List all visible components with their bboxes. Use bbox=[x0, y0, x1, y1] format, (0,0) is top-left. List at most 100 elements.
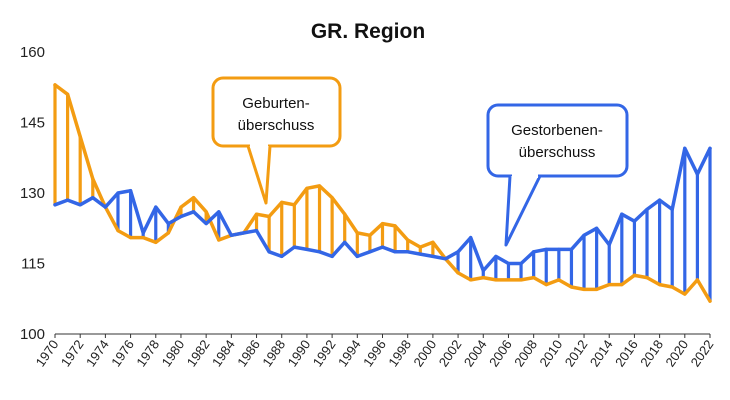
births-point bbox=[670, 285, 674, 289]
deaths-point bbox=[569, 247, 574, 251]
y-tick-label: 145 bbox=[20, 115, 45, 132]
births-point bbox=[683, 292, 687, 296]
x-tick-label: 2010 bbox=[536, 337, 565, 369]
x-tick-label: 1986 bbox=[234, 337, 263, 369]
deaths-point bbox=[456, 250, 460, 254]
births-point bbox=[154, 240, 158, 244]
births-point bbox=[65, 92, 70, 96]
deaths-point bbox=[708, 146, 712, 150]
deaths-point bbox=[343, 240, 347, 244]
deaths-point bbox=[632, 219, 637, 223]
deaths-point bbox=[154, 205, 158, 209]
x-tick-label: 1998 bbox=[385, 337, 414, 369]
births-point bbox=[544, 283, 548, 287]
deaths-point bbox=[418, 252, 422, 256]
deaths-point bbox=[191, 210, 196, 214]
births-point bbox=[292, 203, 296, 207]
births-point bbox=[506, 278, 511, 282]
births-point bbox=[380, 221, 385, 226]
deaths-point bbox=[506, 261, 511, 266]
deaths-point bbox=[254, 229, 259, 233]
deaths-point bbox=[658, 198, 662, 202]
deaths-point bbox=[128, 189, 133, 193]
deaths-point bbox=[204, 221, 208, 226]
deaths-point bbox=[443, 257, 448, 261]
x-tick-label: 1980 bbox=[159, 337, 188, 369]
callout-text-line: überschuss bbox=[238, 117, 315, 134]
callout-pointer bbox=[504, 175, 542, 247]
deaths-point bbox=[645, 207, 649, 212]
x-tick-label: 1972 bbox=[58, 337, 87, 369]
series-lines bbox=[53, 83, 712, 303]
births-point bbox=[330, 196, 334, 200]
x-tick-label: 2012 bbox=[562, 337, 591, 369]
deaths-point bbox=[469, 236, 473, 240]
deaths-point bbox=[544, 247, 548, 251]
callout-text-line: überschuss bbox=[519, 144, 596, 161]
x-tick-label: 2016 bbox=[612, 337, 641, 369]
callout-death-surplus: Gestorbenen-überschuss bbox=[486, 103, 629, 247]
deaths-point bbox=[217, 210, 221, 214]
callout-text-line: Gestorbenen- bbox=[511, 122, 603, 139]
x-tick-label: 1984 bbox=[209, 337, 238, 369]
deaths-point bbox=[620, 212, 624, 216]
callout-text-line: Geburten- bbox=[242, 95, 310, 112]
x-tick-label: 1978 bbox=[133, 337, 162, 369]
births-point bbox=[166, 231, 170, 235]
deaths-point bbox=[53, 203, 57, 207]
births-point bbox=[128, 236, 133, 240]
deaths-point bbox=[380, 245, 385, 249]
callout-box bbox=[211, 76, 342, 148]
births-point bbox=[179, 205, 183, 209]
deaths-point bbox=[670, 207, 674, 212]
deaths-point bbox=[141, 231, 145, 235]
deaths-point bbox=[494, 254, 498, 259]
x-tick-label: 2008 bbox=[511, 337, 540, 369]
births-point bbox=[217, 238, 221, 242]
deaths-point bbox=[91, 196, 95, 200]
births-point bbox=[695, 278, 700, 282]
x-tick-label: 1988 bbox=[259, 337, 288, 369]
births-point bbox=[393, 224, 397, 228]
deaths-point bbox=[607, 243, 611, 247]
births-point bbox=[557, 278, 561, 282]
deaths-point bbox=[317, 250, 322, 254]
births-point bbox=[645, 276, 649, 280]
x-tick-label: 2002 bbox=[436, 337, 465, 369]
births-point bbox=[191, 196, 196, 200]
deaths-point bbox=[166, 221, 170, 226]
deaths-point bbox=[229, 233, 233, 237]
x-tick-label: 1982 bbox=[184, 337, 213, 369]
births-point bbox=[91, 177, 95, 181]
deaths-point bbox=[280, 254, 284, 259]
births-point bbox=[582, 287, 586, 291]
deaths-point bbox=[582, 233, 586, 237]
deaths-point bbox=[292, 245, 296, 249]
deaths-point bbox=[305, 247, 309, 251]
x-tick-label: 2022 bbox=[688, 337, 717, 369]
births-point bbox=[494, 278, 498, 282]
births-point bbox=[53, 83, 57, 87]
y-tick-label: 160 bbox=[20, 44, 45, 61]
x-tick-label: 1996 bbox=[360, 337, 389, 369]
y-tick-label: 115 bbox=[21, 256, 45, 273]
x-tick-label: 2018 bbox=[637, 337, 666, 369]
deaths-point bbox=[393, 250, 397, 254]
births-point bbox=[406, 238, 410, 242]
births-point bbox=[532, 276, 536, 280]
deaths-point bbox=[481, 268, 485, 273]
births-point bbox=[204, 210, 208, 214]
births-point bbox=[658, 283, 662, 287]
births-point bbox=[254, 212, 259, 216]
births-point bbox=[607, 283, 611, 287]
deaths-point bbox=[242, 231, 246, 235]
deaths-point bbox=[330, 254, 334, 259]
x-tick-label: 1974 bbox=[83, 337, 112, 369]
deaths-point bbox=[179, 214, 183, 219]
births-point bbox=[431, 240, 435, 244]
births-point bbox=[280, 200, 284, 204]
births-point bbox=[267, 214, 271, 219]
deaths-point bbox=[557, 247, 561, 251]
births-point bbox=[317, 184, 322, 188]
